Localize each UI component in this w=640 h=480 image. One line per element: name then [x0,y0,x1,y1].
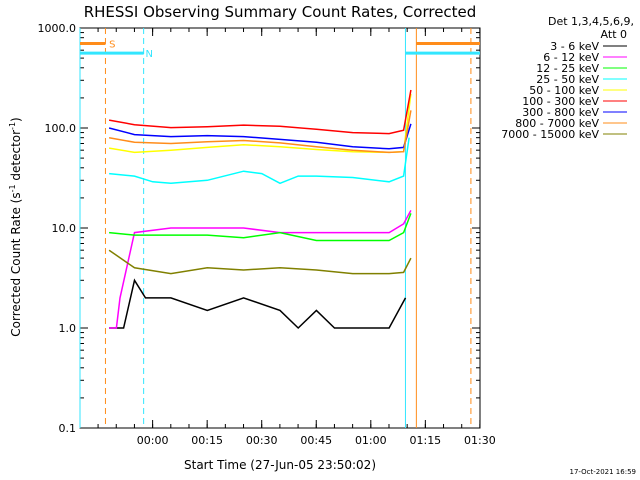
y-axis-title-part: ) [9,117,23,122]
chart-title: RHESSI Observing Summary Count Rates, Co… [84,3,477,21]
legend-label: 25 - 50 keV [536,73,599,86]
y-axis-title-superscript: -1 [8,184,17,192]
series-line [108,123,412,150]
y-axis-title-part: detector [9,130,23,185]
y-tick-label: 0.1 [59,422,77,435]
x-tick-label: 01:15 [409,434,441,447]
y-tick-label: 1000.0 [38,22,77,35]
legend-title-line: Det 1,3,4,5,6,9, [548,15,634,28]
y-axis-title-part: Corrected Count Rate (s [9,192,23,336]
legend-label: 3 - 6 keV [550,40,599,53]
footer-date: 17-Oct-2021 16:59 [570,468,636,476]
legend-label: 300 - 800 keV [522,106,599,119]
legend-label: 50 - 100 keV [529,84,599,97]
series-line [108,110,412,154]
x-tick-label: 00:15 [191,434,223,447]
series-line [109,210,412,329]
y-axis-title: Corrected Count Rate (s-1 detector-1) [8,117,23,336]
series-line [109,213,412,242]
series-line [108,89,412,135]
region-label: N [145,49,152,60]
x-tick-label: 00:30 [246,434,278,447]
series-line [108,249,412,275]
y-tick-label: 10.0 [52,222,77,235]
series-line [109,278,407,330]
legend-title-line: Att 0 [601,28,627,41]
plot-area: 0.1 1.0 10.0 100.0 1000.0 00:00 00:15 00:30 00:4… [38,22,496,447]
x-tick-label: 01:30 [464,434,496,447]
legend-label: 800 - 7000 keV [515,117,599,130]
x-tick-label: 01:00 [355,434,387,447]
x-tick-label: 00:45 [300,434,332,447]
legend-label: 100 - 300 keV [522,95,599,108]
x-axis-title: Start Time (27-Jun-05 23:50:02) [184,458,376,472]
legend-label: 12 - 25 keV [536,62,599,75]
y-axis-title-superscript: -1 [8,122,17,130]
x-tick-label: 00:00 [137,434,169,447]
legend-label: 6 - 12 keV [543,51,599,64]
y-tick-label: 100.0 [45,122,77,135]
y-tick-label: 1.0 [59,322,77,335]
region-label: S [109,39,115,50]
series-line [109,137,410,185]
legend-label: 7000 - 15000 keV [501,128,599,141]
